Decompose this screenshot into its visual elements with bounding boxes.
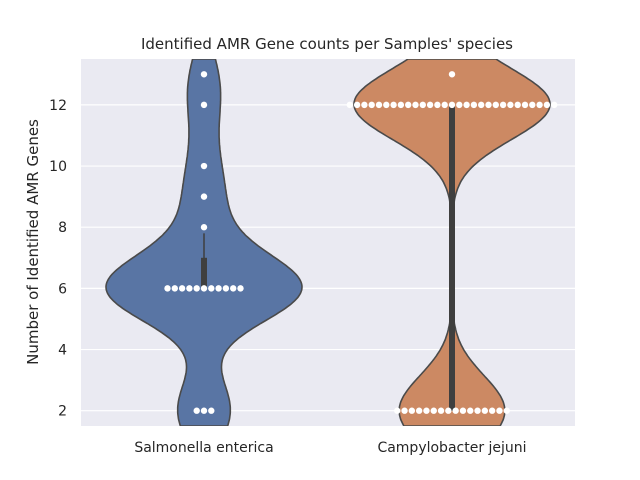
y-axis-ticks: 2 4 6 8 10 12 xyxy=(49,98,67,420)
swarm-point xyxy=(496,407,503,414)
swarm-point xyxy=(448,71,456,78)
swarm-point xyxy=(419,101,426,109)
swarm-point xyxy=(478,101,485,109)
swarm-point xyxy=(222,285,230,292)
x-tick-label: Salmonella enterica xyxy=(134,440,273,456)
chart-title: Identified AMR Gene counts per Samples' … xyxy=(141,35,513,53)
swarm-point xyxy=(171,285,178,292)
swarm-point xyxy=(186,285,193,292)
box-iqr xyxy=(201,257,207,289)
y-tick-label: 6 xyxy=(58,281,67,297)
swarm-point xyxy=(237,285,244,292)
swarm-point xyxy=(230,285,237,292)
x-axis-ticks: Salmonella enterica Campylobacter jejuni xyxy=(134,440,526,456)
swarm-point xyxy=(390,101,397,109)
swarm-point xyxy=(200,162,208,170)
swarm-point xyxy=(488,407,496,414)
swarm-point xyxy=(452,407,459,414)
swarm-point xyxy=(353,101,361,109)
swarm-point xyxy=(434,101,441,109)
swarm-point xyxy=(499,101,507,109)
swarm-point xyxy=(470,101,478,109)
swarm-point xyxy=(507,101,514,109)
swarm-point xyxy=(481,407,489,414)
y-tick-label: 8 xyxy=(58,220,67,236)
swarm-point xyxy=(405,101,412,109)
swarm-point xyxy=(415,407,423,414)
swarm-point xyxy=(200,224,208,231)
swarm-point xyxy=(514,101,521,109)
swarm-point xyxy=(346,101,353,109)
swarm-point xyxy=(397,101,405,109)
swarm-point xyxy=(200,407,208,414)
swarm-point xyxy=(521,101,529,109)
swarm-point xyxy=(375,101,383,109)
swarm-point xyxy=(200,193,208,200)
swarm-point xyxy=(215,285,222,292)
swarm-point xyxy=(463,101,470,109)
swarm-point xyxy=(200,285,208,292)
swarm-point xyxy=(529,101,536,109)
swarm-point xyxy=(193,407,200,414)
swarm-point xyxy=(551,101,558,109)
swarm-point xyxy=(208,285,215,292)
swarm-point xyxy=(456,101,463,109)
swarm-point xyxy=(164,285,171,292)
swarm-point xyxy=(536,101,543,109)
swarm-point xyxy=(408,407,416,414)
swarm-point xyxy=(503,407,510,414)
swarm-point xyxy=(459,407,467,414)
swarm-point xyxy=(543,101,551,109)
swarm-point xyxy=(467,407,474,414)
box-iqr xyxy=(449,104,455,411)
swarm-point xyxy=(423,407,430,414)
swarm-point xyxy=(441,101,448,109)
y-tick-label: 4 xyxy=(58,343,67,359)
x-tick-label: Campylobacter jejuni xyxy=(377,440,526,456)
swarm-point xyxy=(474,407,481,414)
swarm-point xyxy=(200,71,208,78)
swarm-point xyxy=(208,407,215,414)
swarm-point xyxy=(394,407,401,414)
swarm-point xyxy=(361,101,368,109)
swarm-point xyxy=(437,407,445,414)
swarm-point xyxy=(401,407,408,414)
y-tick-label: 12 xyxy=(49,98,67,114)
y-tick-label: 2 xyxy=(58,404,67,420)
swarm-point xyxy=(383,101,390,109)
y-axis-label: Number of Identified AMR Genes xyxy=(24,119,42,365)
swarm-point xyxy=(485,101,492,109)
swarm-point xyxy=(426,101,434,109)
inner-box-group xyxy=(201,104,455,411)
swarm-point xyxy=(193,285,200,292)
swarm-point xyxy=(492,101,499,109)
y-tick-label: 10 xyxy=(49,159,67,175)
swarm-point xyxy=(430,407,437,414)
swarm-point xyxy=(200,101,208,109)
swarm-point xyxy=(178,285,186,292)
swarm-points-group xyxy=(164,71,558,414)
swarm-point xyxy=(445,407,452,414)
swarm-point xyxy=(412,101,419,109)
swarm-point xyxy=(448,101,456,109)
swarm-point xyxy=(368,101,375,109)
